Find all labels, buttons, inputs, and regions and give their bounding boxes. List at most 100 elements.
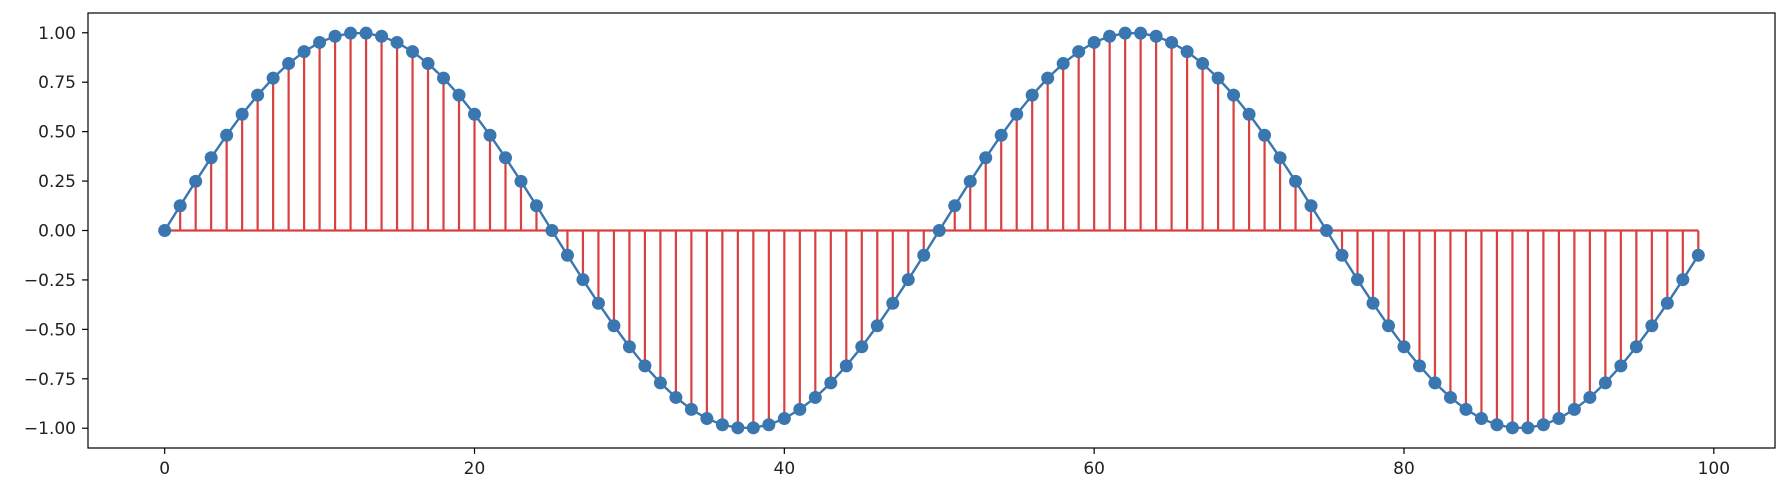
data-point (282, 57, 296, 71)
data-point (1025, 88, 1039, 102)
data-point (1629, 340, 1643, 354)
data-point (576, 273, 590, 287)
data-point (1567, 402, 1581, 416)
data-point (731, 421, 745, 435)
data-point (762, 418, 776, 432)
data-point (437, 71, 451, 85)
data-point (375, 29, 389, 43)
data-point (870, 319, 884, 333)
data-point (948, 199, 962, 213)
data-point (777, 412, 791, 426)
data-point (638, 359, 652, 373)
data-point (793, 402, 807, 416)
data-point (1087, 35, 1101, 49)
data-point (901, 273, 915, 287)
data-point (1381, 319, 1395, 333)
data-point (1056, 57, 1070, 71)
data-point (622, 340, 636, 354)
data-point (266, 71, 280, 85)
data-point (328, 29, 342, 43)
data-point (390, 35, 404, 49)
data-point (1428, 376, 1442, 390)
data-point (421, 57, 435, 71)
data-point (1010, 107, 1024, 121)
data-point (653, 376, 667, 390)
data-point (963, 174, 977, 188)
data-point (545, 224, 559, 237)
data-point (855, 340, 869, 354)
data-point (684, 402, 698, 416)
data-point (1536, 418, 1550, 432)
data-point (313, 35, 327, 49)
data-point (839, 359, 853, 373)
data-point (808, 390, 822, 404)
data-point (452, 88, 466, 102)
data-point (917, 248, 931, 262)
data-point (251, 88, 265, 102)
data-point (1505, 421, 1519, 435)
data-point (1180, 45, 1194, 59)
data-point (1490, 418, 1504, 432)
data-point (468, 107, 482, 121)
y-axis-ticks: 1.00 0.75 0.50 0.25 0.00 −0.25 −0.50 −0.75 −1.00 (24, 24, 88, 439)
data-point (359, 26, 373, 40)
data-point (979, 151, 993, 165)
data-point (932, 224, 946, 237)
stem-lines (179, 33, 1700, 428)
marker-group (158, 26, 1705, 435)
data-point (1412, 359, 1426, 373)
data-point (1660, 296, 1674, 310)
data-point (715, 418, 729, 432)
data-point (746, 421, 760, 435)
data-point (406, 45, 420, 59)
data-point (204, 151, 218, 165)
y-tick-label: 0.50 (38, 123, 76, 143)
data-point (1320, 224, 1334, 237)
x-axis-ticks: 0 20 40 60 80 100 (159, 448, 1730, 479)
data-point (560, 248, 574, 262)
data-point (514, 174, 528, 188)
data-point (158, 224, 172, 237)
data-point (1072, 45, 1086, 59)
data-point (1351, 273, 1365, 287)
data-point (529, 199, 543, 213)
data-point (1165, 35, 1179, 49)
y-tick-label: 0.25 (38, 172, 76, 192)
data-point (1103, 29, 1117, 43)
data-point (994, 128, 1008, 142)
y-tick-label: 0.00 (38, 222, 76, 242)
y-tick-label: −0.25 (24, 271, 76, 291)
data-point (344, 26, 358, 40)
data-point (1676, 273, 1690, 287)
data-point (591, 296, 605, 310)
data-point (1583, 390, 1597, 404)
data-point (1474, 412, 1488, 426)
data-point (297, 45, 311, 59)
data-point (1149, 29, 1163, 43)
data-point (1552, 412, 1566, 426)
series-line (163, 31, 1700, 430)
x-tick-label: 20 (464, 459, 486, 479)
data-point (1645, 319, 1659, 333)
y-tick-label: −1.00 (24, 419, 76, 439)
data-point (1598, 376, 1612, 390)
data-point (1041, 71, 1055, 85)
data-point (173, 199, 187, 213)
x-tick-label: 60 (1083, 459, 1105, 479)
data-point (483, 128, 497, 142)
data-point (1691, 248, 1705, 262)
x-tick-label: 80 (1393, 459, 1415, 479)
data-point (669, 390, 683, 404)
data-point (1211, 71, 1225, 85)
data-point (1273, 151, 1287, 165)
data-point (886, 296, 900, 310)
data-point (607, 319, 621, 333)
data-point (1397, 340, 1411, 354)
data-point (1459, 402, 1473, 416)
data-point (1366, 296, 1380, 310)
data-point (1521, 421, 1535, 435)
data-point (498, 151, 512, 165)
data-point (220, 128, 234, 142)
data-point (1242, 107, 1256, 121)
